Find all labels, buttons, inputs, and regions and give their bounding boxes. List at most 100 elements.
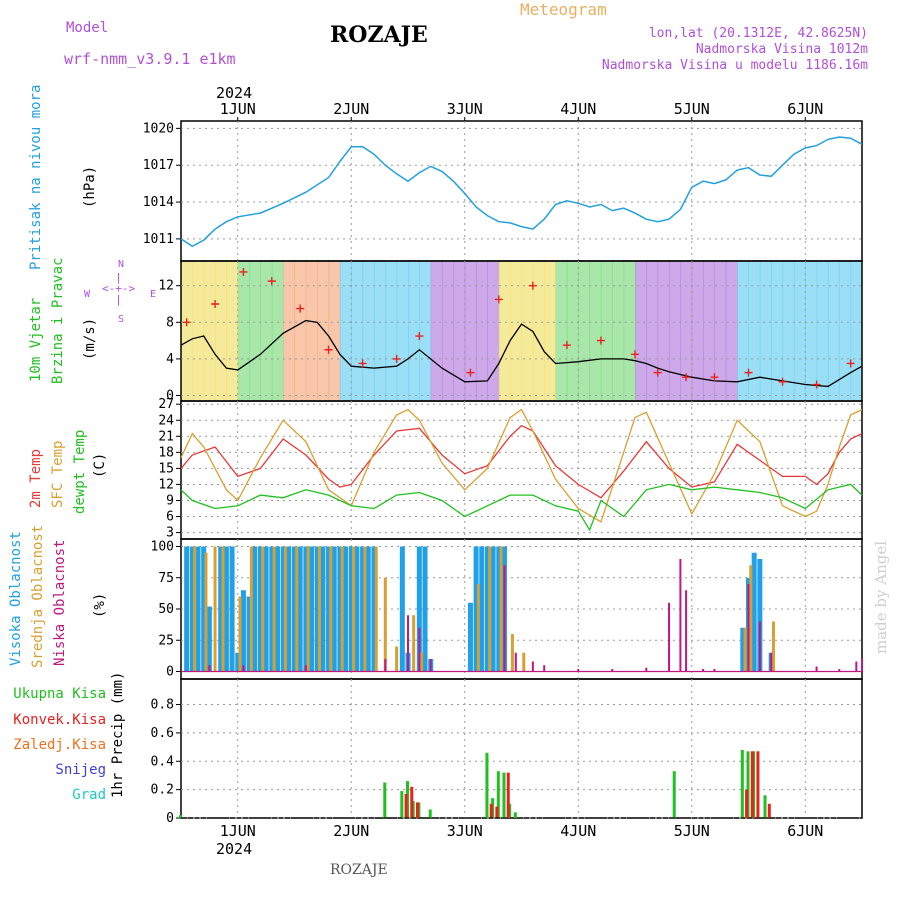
cloud-bar [499, 546, 503, 672]
y-tick-label: 0.8 [151, 698, 174, 713]
wind-field-cell [419, 262, 432, 400]
cloud-bar [751, 552, 757, 672]
cloud-bar [320, 546, 326, 672]
cloud-bar [685, 590, 688, 672]
cloud-bar [757, 559, 763, 672]
gust-marker [631, 350, 639, 359]
x-tick-label-top: 3JUN [447, 100, 483, 118]
wind-field-cell [283, 262, 295, 400]
wind-field-cell [249, 262, 261, 400]
precip-bar [740, 749, 744, 818]
elevation-text: Nadmorska Visina 1012m [695, 42, 868, 57]
cloud-bar [749, 565, 753, 672]
cloud-bar [476, 584, 480, 672]
gust-marker [778, 377, 787, 386]
cloud-bar [360, 546, 366, 672]
cloud-bar [238, 596, 242, 672]
cloud-bar [422, 546, 428, 672]
wind-field-cell [589, 262, 602, 400]
wind-field-cell [464, 262, 477, 400]
cloud-bar [240, 590, 246, 672]
wind-field-cell [305, 262, 318, 400]
cloud-bar [838, 669, 841, 672]
cloud-bar [473, 546, 479, 672]
gust-marker [494, 295, 503, 304]
wind-field-cell [839, 262, 852, 400]
wind-field-cell [294, 262, 307, 400]
cloud-bar [702, 669, 705, 672]
precip-bar [410, 786, 414, 818]
x-tick-label-bottom: 4JUN [560, 822, 596, 840]
wind-field-cell [544, 262, 557, 400]
year-top: 2024 [216, 84, 253, 102]
gust-marker [846, 359, 855, 368]
y-tick-label: 8 [166, 315, 174, 330]
gust-marker [296, 304, 305, 313]
temp-line-1 [180, 408, 863, 523]
wind-field-cell [737, 262, 749, 400]
wind-field-cell [623, 262, 636, 400]
gust-marker [596, 336, 605, 345]
compass-west: W [84, 289, 91, 300]
cloud-bar [429, 659, 432, 672]
gust-marker [466, 368, 475, 377]
precip-bar [506, 772, 510, 818]
y-tick-label: 100 [151, 540, 174, 555]
wind-field-cell [532, 262, 545, 400]
gust-marker [239, 267, 248, 276]
legend-ukupna: Ukupna Kisa [13, 686, 106, 702]
pressure-line [180, 136, 863, 248]
cloud-bar [363, 546, 367, 672]
cloud-bar [758, 621, 761, 672]
wind-field-cell [476, 262, 488, 400]
cloud-bar [292, 546, 297, 672]
cloud-bar [242, 665, 245, 672]
y-tick-label: 1011 [143, 232, 174, 247]
gust-marker [392, 354, 401, 363]
footer-station: ROZAJE [330, 862, 388, 878]
wind-field-cell [669, 262, 681, 400]
wind-field-cell [827, 262, 840, 400]
wind-field-cell [192, 262, 205, 400]
y-tick-label: 24 [158, 413, 174, 428]
y-tick-label: 0.6 [151, 726, 174, 741]
cloud-bar [309, 546, 315, 672]
year-bottom: 2024 [216, 840, 253, 858]
y-tick-label: 0.4 [151, 754, 175, 769]
cloud-bar [286, 546, 292, 672]
precip-bar [400, 791, 404, 818]
cloud-bar [531, 661, 534, 672]
precip-bar [495, 806, 499, 818]
cloud-bar [343, 546, 349, 672]
wind-field-cell [373, 262, 386, 400]
cloud-bar [503, 565, 506, 672]
cloud-bar [412, 615, 416, 672]
cloud-bar [340, 546, 344, 672]
gust-marker [528, 281, 537, 290]
y-tick-label: 50 [158, 602, 174, 617]
y-tick-label: 1017 [143, 158, 174, 173]
cloud-bar [249, 546, 253, 672]
x-tick-label-bottom: 3JUN [447, 822, 483, 840]
wind-field-cell [816, 262, 829, 400]
precip-bar [745, 789, 749, 818]
wind-field-cell [339, 262, 352, 400]
y-tick-label: 18 [158, 445, 174, 460]
cloud-bar [514, 652, 517, 672]
precip-bar [415, 802, 419, 818]
y-tick-label: 0 [166, 665, 174, 680]
precip-bar [404, 793, 408, 818]
lonlat-text: lon,lat (20.1312E, 42.8625N) [648, 26, 868, 41]
wind-field-cell [646, 262, 659, 400]
cloud-bar [348, 546, 354, 672]
cloud-bar [229, 546, 235, 672]
wind-field-cell [805, 262, 818, 400]
model-label: Model [66, 20, 109, 36]
temp-line-2 [180, 483, 863, 532]
cloud-bar [770, 652, 773, 672]
cloud-bar [645, 667, 648, 672]
wind-field-cell [850, 262, 863, 400]
legend-zaledj: Zaledj.Kisa [13, 737, 106, 753]
cloud-bar [195, 546, 201, 672]
gust-marker [682, 373, 691, 382]
